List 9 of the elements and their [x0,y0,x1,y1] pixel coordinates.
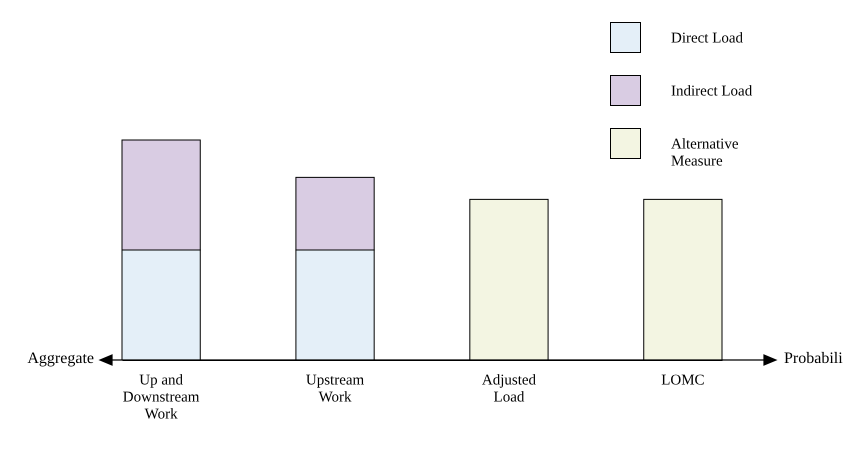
text: Aggregate [27,350,94,368]
x-tick-label: Up and Downstream Work [122,372,200,422]
legend-label: Alternative Measure [671,136,739,170]
x-tick-label: Upstream Work [306,372,365,406]
x-tick-label: Adjusted Load [482,372,537,406]
x-tick-label: LOMC [661,372,705,388]
text: Probabili [784,350,843,368]
legend-label: Direct Load [671,30,744,46]
legend-label: Indirect Load [671,84,753,100]
